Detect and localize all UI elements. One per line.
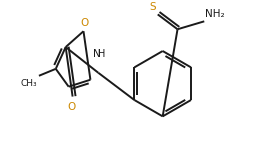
Text: S: S <box>149 2 156 12</box>
Text: CH₃: CH₃ <box>20 79 37 88</box>
Text: O: O <box>68 102 76 112</box>
Text: N: N <box>93 49 101 59</box>
Text: NH₂: NH₂ <box>205 9 225 19</box>
Text: O: O <box>80 18 89 28</box>
Text: H: H <box>98 49 106 59</box>
